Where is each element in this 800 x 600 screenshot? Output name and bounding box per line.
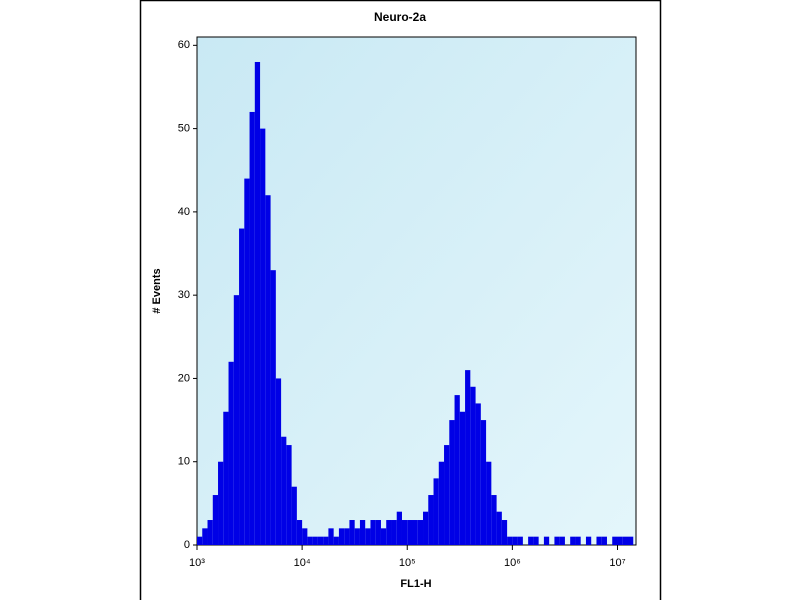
y-tick-label: 30 bbox=[178, 289, 190, 301]
histogram-bar bbox=[554, 536, 560, 545]
histogram-bar bbox=[617, 536, 623, 545]
histogram-bar bbox=[512, 536, 518, 545]
histogram-bar bbox=[202, 528, 208, 545]
histogram-bar bbox=[628, 536, 634, 545]
y-axis-label: # Events bbox=[151, 268, 163, 313]
histogram-bar bbox=[438, 461, 445, 545]
histogram-bar bbox=[317, 536, 324, 545]
histogram-bar bbox=[333, 536, 339, 545]
histogram-bar bbox=[270, 270, 276, 545]
x-tick-label: 10³ bbox=[189, 557, 205, 569]
y-tick-label: 50 bbox=[178, 123, 190, 135]
histogram-bar bbox=[370, 520, 376, 545]
histogram-bar bbox=[291, 486, 297, 545]
histogram-bar bbox=[365, 528, 371, 545]
histogram-bar bbox=[459, 411, 466, 545]
histogram-bar bbox=[596, 536, 602, 545]
histogram-bar bbox=[470, 386, 476, 545]
histogram-bar bbox=[212, 495, 219, 545]
histogram-bar bbox=[328, 528, 334, 545]
histogram-bar bbox=[475, 403, 481, 545]
y-tick-label: 40 bbox=[178, 206, 190, 218]
histogram-bar bbox=[401, 520, 408, 545]
histogram-bar bbox=[465, 370, 471, 545]
histogram-bar bbox=[496, 511, 502, 545]
histogram-bar bbox=[486, 461, 492, 545]
histogram-bar bbox=[307, 536, 313, 545]
histogram-bar bbox=[444, 445, 450, 545]
x-tick-label: 10⁶ bbox=[504, 557, 521, 569]
histogram-bar bbox=[296, 520, 303, 545]
histogram-bar bbox=[344, 528, 350, 545]
histogram-bar bbox=[585, 536, 592, 545]
histogram-bar bbox=[480, 420, 487, 545]
histogram-bar bbox=[570, 536, 576, 545]
histogram-bar bbox=[254, 61, 261, 545]
histogram-bar bbox=[197, 536, 203, 545]
histogram-bar bbox=[543, 536, 550, 545]
histogram-bar bbox=[517, 536, 523, 545]
histogram-bar bbox=[233, 295, 240, 545]
histogram-bar bbox=[612, 536, 618, 545]
histogram-bar bbox=[454, 395, 460, 545]
histogram-bar bbox=[386, 520, 392, 545]
histogram-bar bbox=[528, 536, 534, 545]
histogram-bar bbox=[249, 111, 255, 546]
histogram-bar bbox=[423, 511, 429, 545]
y-tick-label: 0 bbox=[184, 539, 190, 551]
histogram-bar bbox=[380, 528, 387, 545]
x-tick-label: 10⁷ bbox=[609, 557, 625, 569]
histogram-bar bbox=[275, 378, 282, 545]
histogram-bar bbox=[312, 536, 318, 545]
x-tick-label: 10⁴ bbox=[294, 557, 311, 569]
histogram-bar bbox=[260, 128, 266, 545]
histogram-bar bbox=[501, 520, 508, 545]
histogram-bar bbox=[359, 520, 366, 545]
histogram-bar bbox=[302, 528, 308, 545]
histogram-bar bbox=[575, 536, 581, 545]
histogram-bar bbox=[323, 536, 329, 545]
histogram-bar bbox=[223, 411, 229, 545]
histogram-bar bbox=[433, 478, 439, 545]
histogram-bar bbox=[622, 536, 629, 545]
chart-title: Neuro-2a bbox=[374, 10, 426, 24]
histogram-bar bbox=[228, 361, 234, 545]
histogram-bar bbox=[265, 195, 271, 546]
y-tick-label: 60 bbox=[178, 39, 190, 51]
histogram-bar bbox=[286, 445, 292, 545]
histogram-bar bbox=[244, 178, 250, 545]
histogram-bar bbox=[449, 420, 455, 545]
histogram-bar bbox=[396, 511, 402, 545]
x-tick-label: 10⁵ bbox=[399, 557, 416, 569]
histogram-bar bbox=[281, 436, 287, 545]
histogram-bar bbox=[338, 528, 345, 545]
histogram-bar bbox=[559, 536, 565, 545]
histogram-bar bbox=[354, 528, 360, 545]
x-axis-label: FL1-H bbox=[400, 578, 431, 590]
histogram-bar bbox=[507, 536, 513, 545]
y-tick-label: 10 bbox=[178, 456, 190, 468]
y-tick-label: 20 bbox=[178, 372, 190, 384]
histogram-bar bbox=[412, 520, 418, 545]
histogram-bar bbox=[349, 520, 355, 545]
histogram-bar bbox=[207, 520, 213, 545]
histogram-bar bbox=[239, 228, 245, 545]
histogram-bar bbox=[533, 536, 539, 545]
histogram-bar bbox=[375, 520, 381, 545]
histogram-bar bbox=[601, 536, 607, 545]
histogram-bar bbox=[491, 495, 497, 545]
histogram-bar bbox=[218, 461, 224, 545]
histogram-bar bbox=[407, 520, 413, 545]
histogram-bar bbox=[417, 520, 424, 545]
histogram-bar bbox=[391, 520, 397, 545]
histogram-bar bbox=[428, 495, 434, 545]
